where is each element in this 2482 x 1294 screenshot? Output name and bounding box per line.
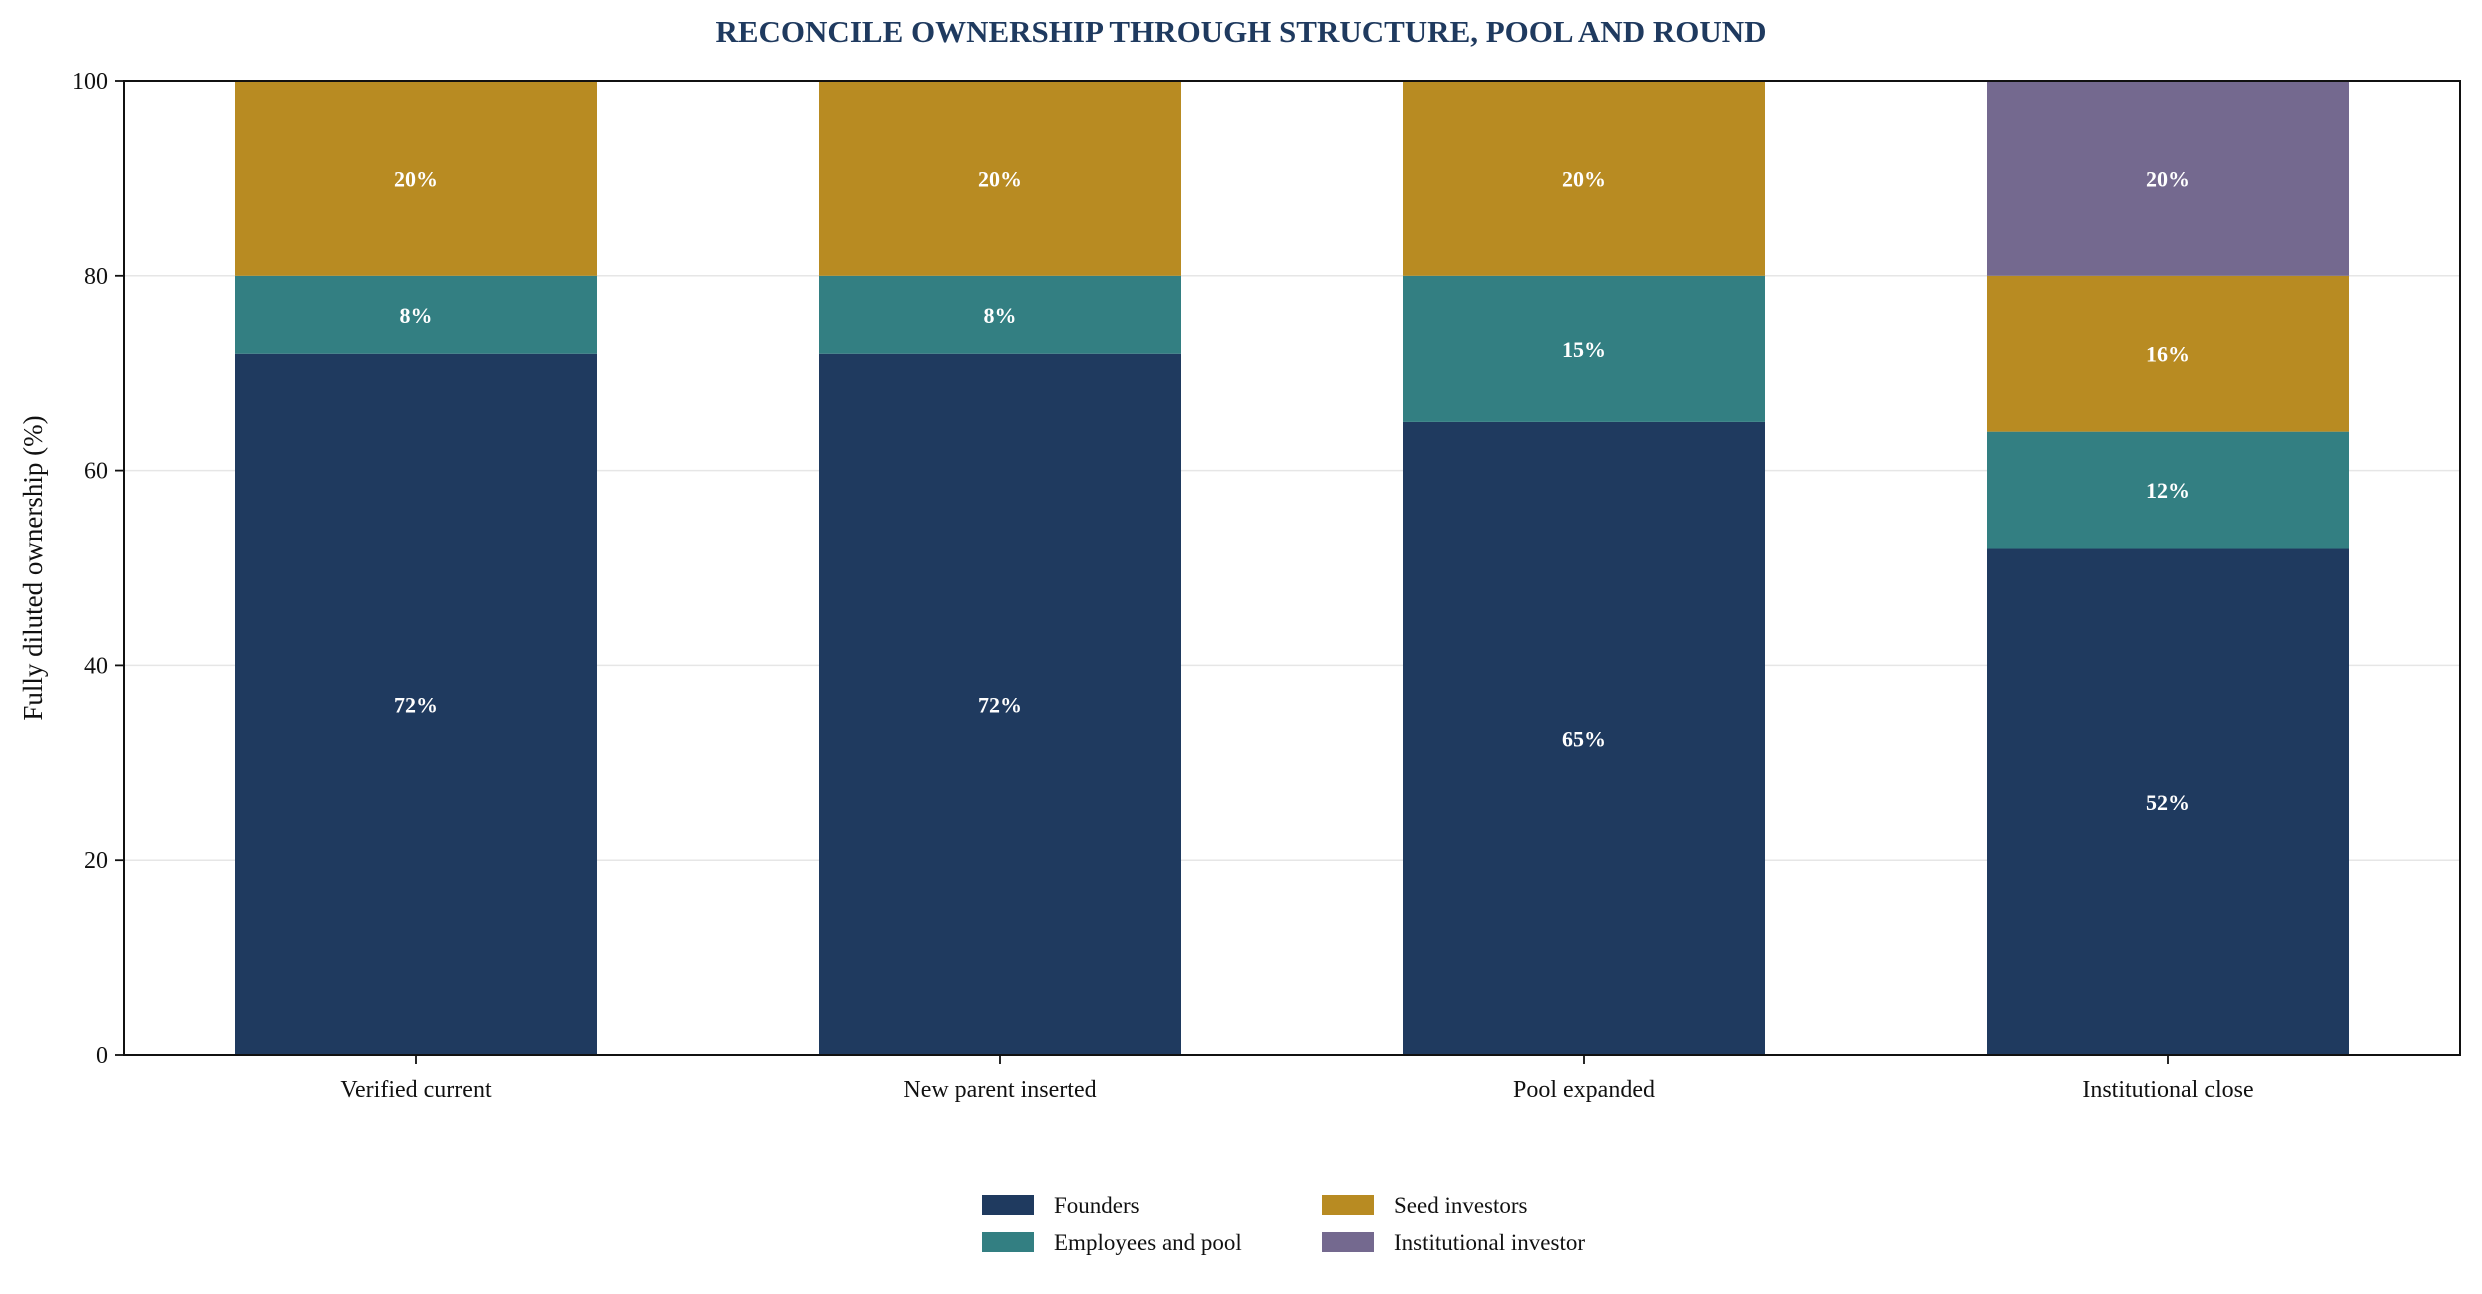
data-label-founders-1: 72% [394, 692, 438, 717]
bar-seed-1 [235, 81, 597, 276]
bar-employees-2 [819, 275, 1181, 354]
y-tick-label-0: 0 [96, 1043, 108, 1069]
data-label-institutional-4: 20% [2146, 166, 2190, 191]
data-label-seed-4: 16% [2146, 342, 2190, 367]
chart-title: RECONCILE OWNERSHIP THROUGH STRUCTURE, P… [715, 14, 1766, 49]
bar-employees-1 [235, 275, 597, 354]
data-label-founders-2: 72% [978, 692, 1022, 717]
y-tick-label-80: 80 [84, 264, 108, 290]
y-axis: 0 20 40 60 80 100 [72, 69, 124, 1069]
bar-employees-3 [1403, 275, 1765, 422]
segment-labels: 72% 8% 20% 72% 8% 20% 65% 15% 20% 52% 12% 16% 20% [394, 166, 2190, 814]
data-label-employees-2: 8% [984, 303, 1017, 328]
legend-swatch-seed [1322, 1195, 1374, 1215]
bar-founders-1 [235, 353, 597, 1056]
y-tick-label-20: 20 [84, 848, 108, 874]
data-label-employees-4: 12% [2146, 478, 2190, 503]
y-tick-label-60: 60 [84, 459, 108, 485]
bars [235, 81, 2349, 1056]
legend-label-founders: Founders [1054, 1193, 1140, 1218]
legend-swatch-employees [982, 1232, 1034, 1252]
legend: Founders Employees and pool Seed investors… [982, 1193, 1585, 1255]
x-axis: Verified current New parent inserted Pool … [340, 1055, 2254, 1103]
data-label-seed-1: 20% [394, 166, 438, 191]
data-label-founders-3: 65% [1562, 726, 1606, 751]
bar-founders-3 [1403, 421, 1765, 1055]
data-label-seed-2: 20% [978, 166, 1022, 191]
bar-employees-4 [1987, 431, 2349, 549]
x-tick-label-1: Verified current [340, 1077, 492, 1103]
x-tick-label-3: Pool expanded [1513, 1077, 1655, 1103]
data-label-employees-1: 8% [400, 303, 433, 328]
legend-swatch-institutional [1322, 1232, 1374, 1252]
bar-founders-4 [1987, 548, 2349, 1055]
legend-label-institutional: Institutional investor [1394, 1230, 1585, 1255]
legend-label-seed: Seed investors [1394, 1193, 1528, 1218]
bar-institutional-4 [1987, 81, 2349, 276]
y-tick-label-40: 40 [84, 653, 108, 679]
bar-seed-3 [1403, 81, 1765, 276]
bar-founders-2 [819, 353, 1181, 1056]
bar-seed-2 [819, 81, 1181, 276]
legend-swatch-founders [982, 1195, 1034, 1215]
x-tick-label-4: Institutional close [2082, 1077, 2253, 1103]
data-label-founders-4: 52% [2146, 790, 2190, 815]
x-tick-label-2: New parent inserted [903, 1077, 1096, 1103]
legend-label-employees: Employees and pool [1054, 1230, 1242, 1255]
data-label-seed-3: 20% [1562, 166, 1606, 191]
data-label-employees-3: 15% [1562, 337, 1606, 362]
y-axis-label: Fully diluted ownership (%) [18, 415, 48, 720]
y-tick-label-100: 100 [72, 69, 108, 95]
bar-seed-4 [1987, 275, 2349, 432]
plot-frame [123, 80, 2461, 1056]
